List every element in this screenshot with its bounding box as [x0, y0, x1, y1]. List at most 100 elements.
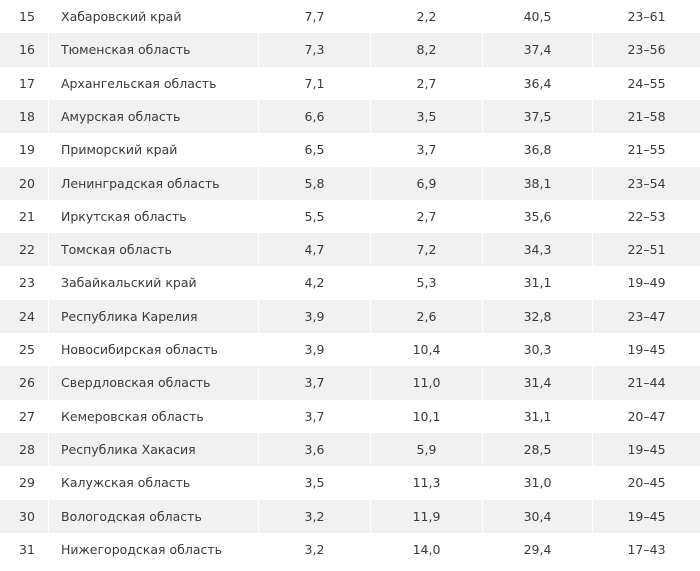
value-1: 3,5	[258, 466, 370, 500]
region: Ленинградская область	[48, 166, 258, 200]
rank: 15	[19, 9, 35, 24]
value-1: 3,2	[258, 532, 370, 567]
value-3: 35,6	[482, 199, 592, 234]
rank: 24	[19, 308, 35, 324]
region: Архангельская область	[48, 66, 258, 100]
rank: 17	[19, 75, 35, 91]
range: 24–55	[592, 66, 700, 100]
region: Приморский край	[48, 133, 258, 167]
value-3: 31,1	[482, 266, 592, 300]
range: 20–45	[592, 466, 700, 500]
value-3: 28,5	[482, 432, 592, 467]
value-2: 2,6	[370, 299, 482, 333]
table-row: 18 Амурская область 6,6 3,5 37,5 21–58	[0, 99, 700, 134]
value-3: 31,0	[482, 466, 592, 500]
value-2: 7,2	[370, 233, 482, 267]
range: 19–45	[592, 432, 700, 467]
value-1: 3,9	[258, 333, 370, 367]
value-3: 31,4	[482, 366, 592, 400]
value-1: 3,2	[258, 499, 370, 533]
range: 21–44	[592, 366, 700, 400]
table-row: 21 Иркутская область 5,5 2,7 35,6 22–53	[0, 199, 700, 234]
rank: 22	[19, 242, 35, 258]
region: Калужская область	[48, 466, 258, 500]
table-row: 31 Нижегородская область 3,2 14,0 29,4 17–43	[0, 532, 700, 567]
value-2: 8,2	[370, 33, 482, 67]
value-2: 2,7	[370, 199, 482, 234]
range: 19–49	[592, 266, 700, 300]
value-1: 4,2	[258, 266, 370, 300]
value-2: 10,1	[370, 399, 482, 433]
value-3: 31,1	[482, 399, 592, 433]
value-3: 34,3	[482, 233, 592, 267]
value-1: 3,9	[258, 299, 370, 333]
rank: 28	[19, 441, 35, 457]
region: Забайкальский край	[48, 266, 258, 300]
rank: 19	[19, 142, 35, 158]
value-1: 3,7	[258, 399, 370, 433]
value-3: 30,4	[482, 499, 592, 533]
value-2: 11,0	[370, 366, 482, 400]
value-2: 2,7	[370, 66, 482, 100]
value-2: 5,9	[370, 432, 482, 467]
region: Вологодская область	[48, 499, 258, 533]
table-row: 30 Вологодская область 3,2 11,9 30,4 19–45	[0, 499, 700, 533]
value-1: 3,7	[258, 366, 370, 400]
value-2: 2,2	[370, 0, 482, 34]
rank: 25	[19, 342, 35, 357]
range: 23–47	[592, 299, 700, 333]
rank: 27	[19, 408, 35, 424]
value-1: 6,5	[258, 133, 370, 167]
value-2: 14,0	[370, 532, 482, 567]
value-3: 30,3	[482, 333, 592, 367]
table-row: 28 Республика Хакасия 3,6 5,9 28,5 19–45	[0, 432, 700, 467]
value-3: 37,4	[482, 33, 592, 67]
value-3: 38,1	[482, 166, 592, 200]
range: 23–61	[592, 0, 700, 34]
value-1: 5,5	[258, 199, 370, 234]
range: 23–54	[592, 166, 700, 200]
value-1: 7,1	[258, 66, 370, 100]
rank: 20	[19, 175, 35, 191]
table-row: 24 Республика Карелия 3,9 2,6 32,8 23–47	[0, 299, 700, 333]
region: Нижегородская область	[48, 532, 258, 567]
region: Томская область	[48, 233, 258, 267]
region: Республика Хакасия	[48, 432, 258, 467]
value-1: 6,6	[258, 99, 370, 134]
range: 19–45	[592, 499, 700, 533]
value-3: 40,5	[482, 0, 592, 34]
value-1: 4,7	[258, 233, 370, 267]
rank: 23	[19, 275, 35, 291]
range: 17–43	[592, 532, 700, 567]
region: Амурская область	[48, 99, 258, 134]
table-row: 17 Архангельская область 7,1 2,7 36,4 24–55	[0, 66, 700, 100]
region: Свердловская область	[48, 366, 258, 400]
value-2: 5,3	[370, 266, 482, 300]
rank: 18	[19, 108, 35, 124]
value-2: 10,4	[370, 333, 482, 367]
value-2: 11,9	[370, 499, 482, 533]
value-3: 36,8	[482, 133, 592, 167]
rank: 31	[19, 541, 35, 557]
range: 22–53	[592, 199, 700, 234]
value-3: 29,4	[482, 532, 592, 567]
range: 20–47	[592, 399, 700, 433]
table-row: 29 Калужская область 3,5 11,3 31,0 20–45	[0, 466, 700, 500]
value-1: 5,8	[258, 166, 370, 200]
value-1: 7,3	[258, 33, 370, 67]
rank: 30	[19, 508, 35, 524]
region: Тюменская область	[48, 33, 258, 67]
table-row: 15 Хабаровский край 7,7 2,2 40,5 23–61	[0, 0, 700, 34]
region: Кемеровская область	[48, 399, 258, 433]
value-1: 3,6	[258, 432, 370, 467]
rank: 26	[19, 375, 35, 391]
value-3: 36,4	[482, 66, 592, 100]
table-row: 19 Приморский край 6,5 3,7 36,8 21–55	[0, 133, 700, 167]
rank: 21	[19, 208, 35, 224]
value-2: 11,3	[370, 466, 482, 500]
value-1: 7,7	[258, 0, 370, 34]
region: Новосибирская область	[48, 333, 258, 367]
range: 21–55	[592, 133, 700, 167]
table-row: 16 Тюменская область 7,3 8,2 37,4 23–56	[0, 33, 700, 67]
